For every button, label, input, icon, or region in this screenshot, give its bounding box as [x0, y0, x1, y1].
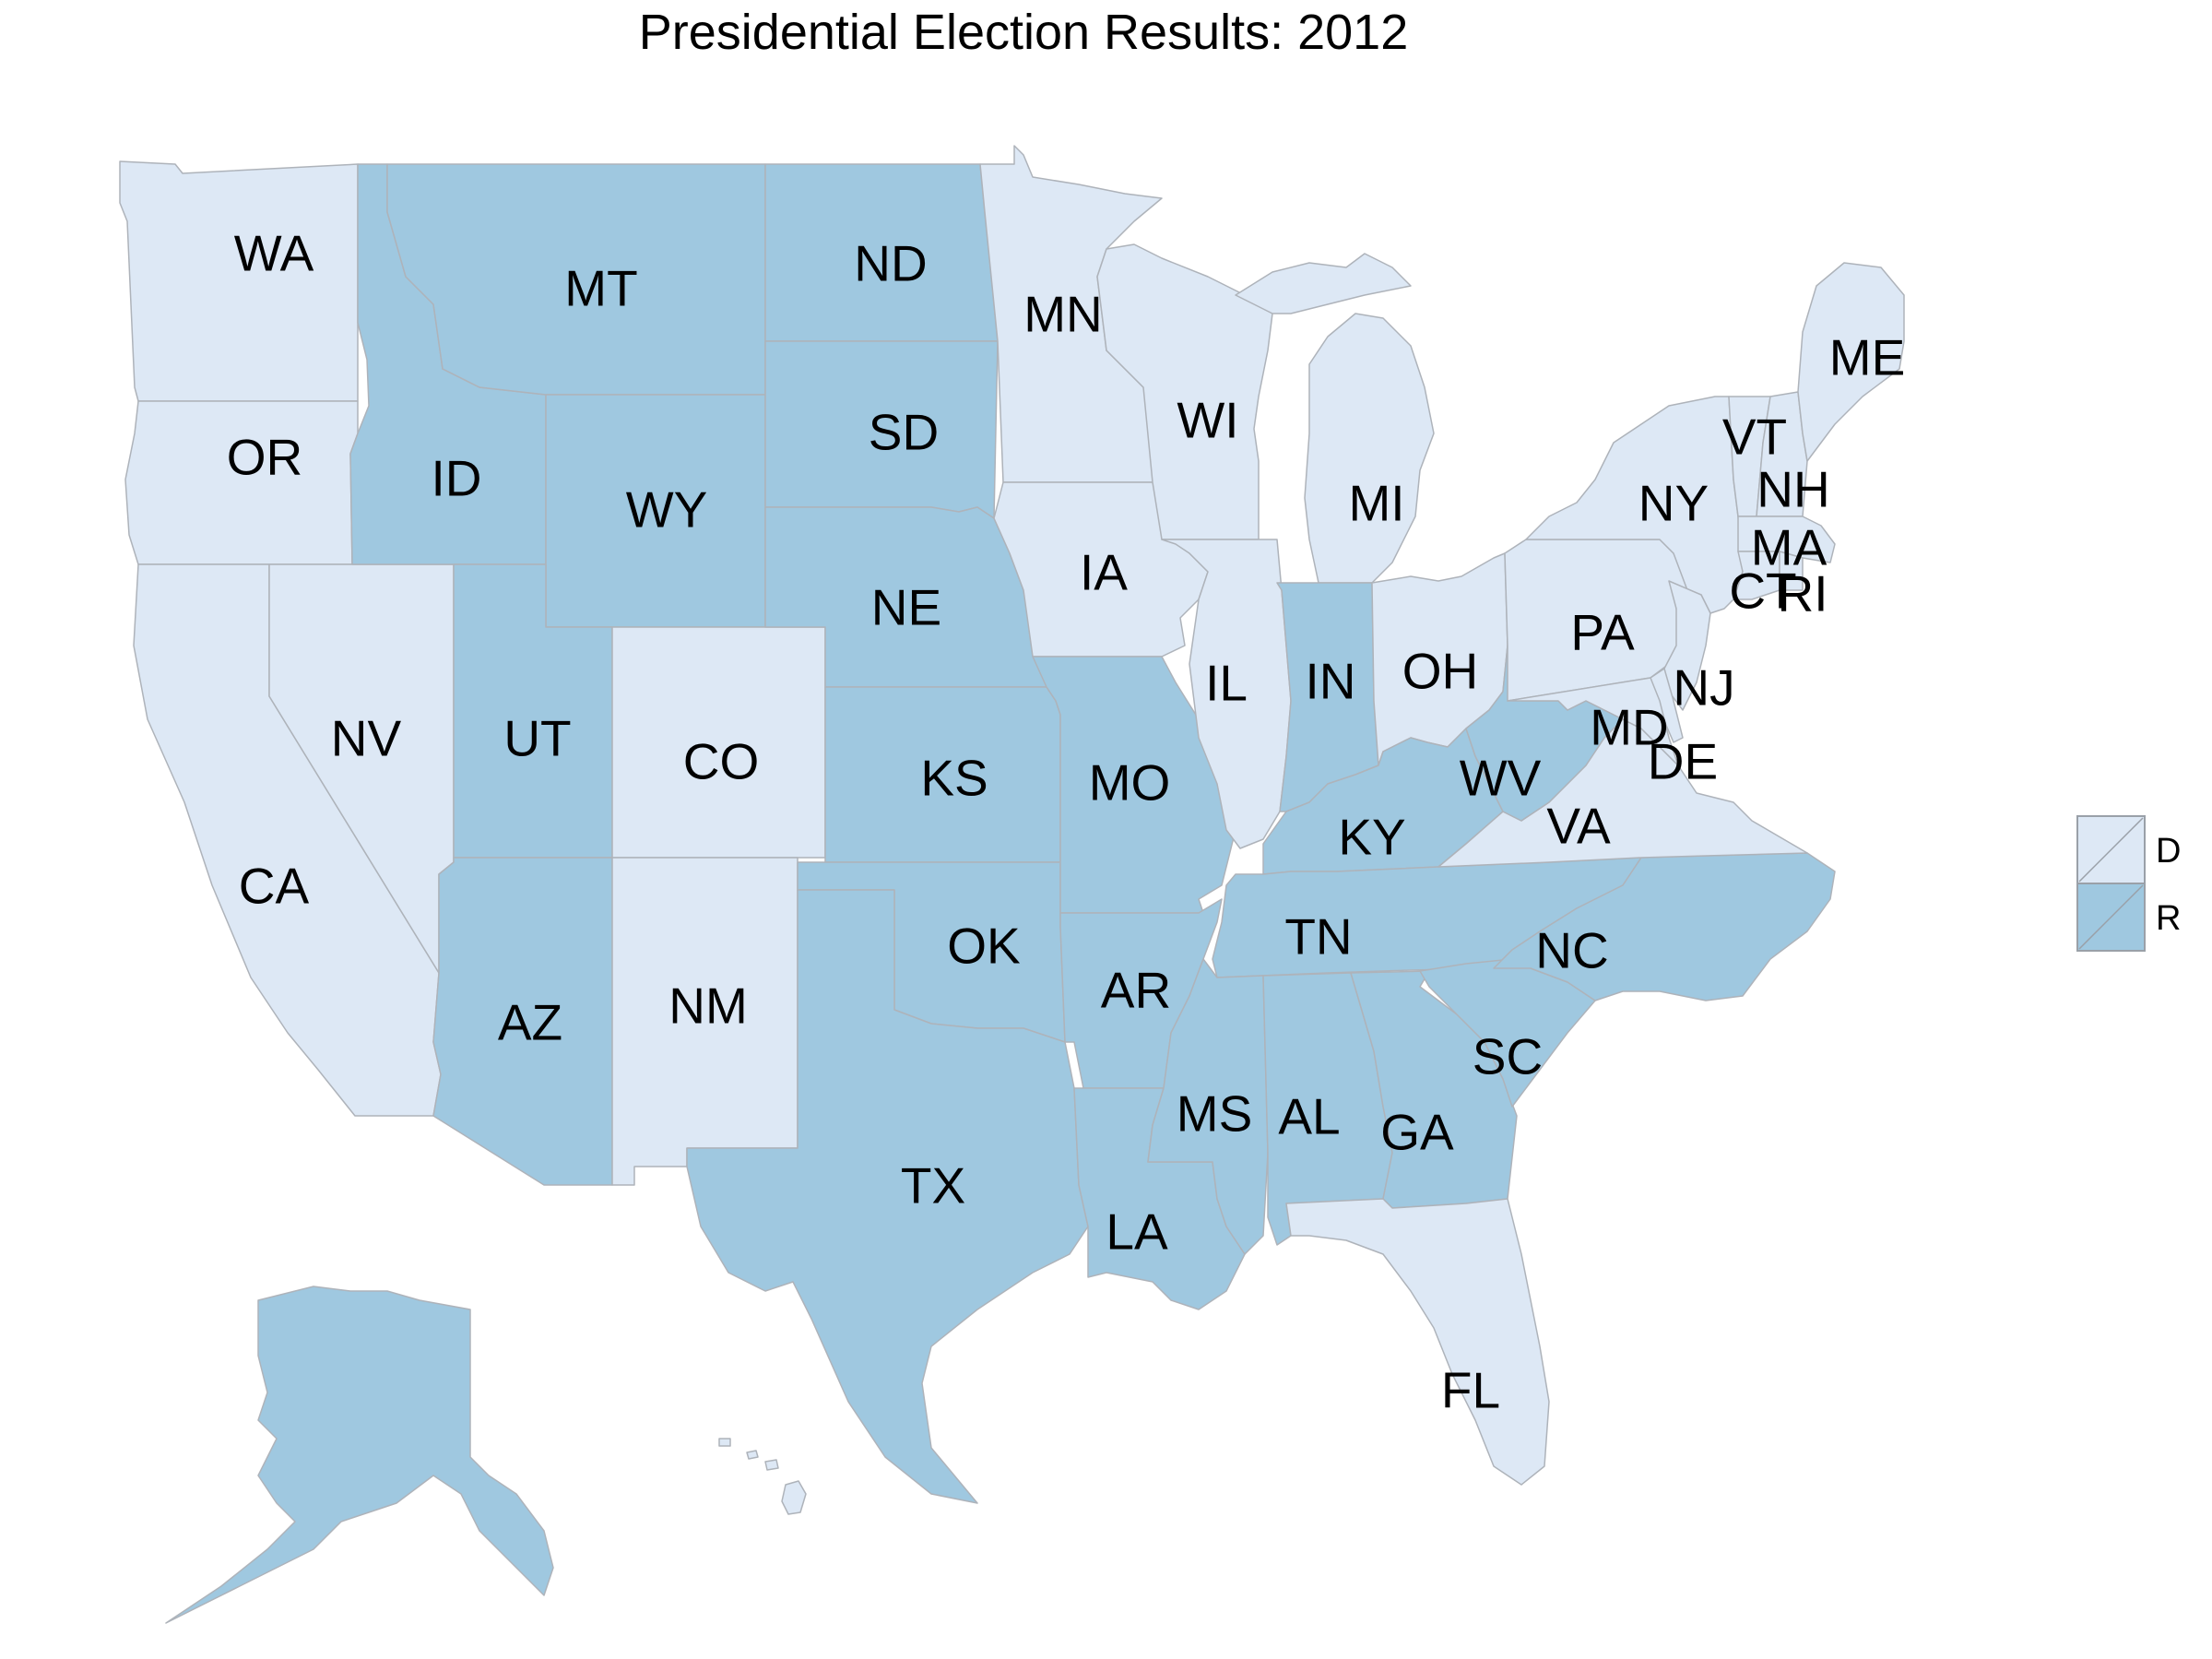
state-label-me: ME [1829, 329, 1906, 386]
state-fl [1285, 1198, 1550, 1486]
state-wi [1096, 243, 1273, 540]
state-label-id: ID [432, 450, 482, 507]
map-title: Presidential Election Results: 2012 [638, 5, 1409, 60]
state-shapes [119, 145, 1905, 1624]
state-label-la: LA [1106, 1203, 1168, 1261]
state-mi [1235, 253, 1435, 584]
state-nj [1663, 580, 1711, 711]
state-md [1507, 677, 1679, 766]
state-label-tx: TX [901, 1157, 965, 1215]
legend-label-r: R [2156, 899, 2181, 938]
state-label-nm: NM [668, 978, 748, 1035]
state-label-ar: AR [1101, 962, 1171, 1019]
state-label-ms: MS [1177, 1085, 1253, 1143]
state-label-mn: MN [1023, 286, 1103, 343]
state-label-wi: WI [1177, 392, 1238, 449]
state-ms [1147, 958, 1269, 1255]
state-label-fl: FL [1441, 1362, 1500, 1419]
legend-swatch-slash [2078, 817, 2144, 883]
state-label-ny: NY [1638, 475, 1709, 532]
state-label-nj: NJ [1673, 659, 1734, 717]
legend-swatch-slash [2078, 884, 2144, 950]
state-label-ma: MA [1751, 519, 1828, 576]
state-label-ga: GA [1380, 1104, 1454, 1161]
state-label-or: OR [227, 429, 303, 486]
state-label-va: VA [1546, 798, 1611, 855]
state-label-sc: SC [1473, 1028, 1543, 1085]
state-label-wv: WV [1460, 750, 1542, 807]
state-label-ct: CT [1729, 563, 1796, 620]
state-labels: WA OR CA NV ID MT WY UT AZ CO NM ND SD NE KS OK TX MN IA MO… [227, 225, 1906, 1419]
state-ak [165, 1286, 554, 1624]
state-label-ia: IA [1080, 544, 1128, 601]
state-label-nh: NH [1757, 461, 1829, 518]
state-label-wa: WA [234, 225, 314, 282]
state-hi [718, 1438, 807, 1515]
state-nc [1493, 852, 1836, 1001]
state-label-oh: OH [1402, 643, 1479, 700]
state-label-nc: NC [1535, 922, 1608, 979]
state-ga [1350, 970, 1518, 1209]
state-tx [686, 889, 1089, 1504]
state-label-mt: MT [564, 260, 637, 317]
state-label-mi: MI [1348, 475, 1404, 532]
state-label-tn: TN [1284, 908, 1352, 966]
state-label-co: CO [683, 733, 760, 790]
state-label-ok: OK [947, 918, 1021, 975]
state-mo [1032, 656, 1236, 914]
state-label-de: DE [1648, 733, 1718, 790]
state-me [1797, 262, 1905, 462]
state-label-il: IL [1205, 655, 1248, 712]
state-label-in: IN [1306, 653, 1356, 710]
state-label-ks: KS [920, 750, 988, 807]
state-label-wy: WY [626, 481, 708, 539]
legend-label-d: D [2156, 832, 2181, 871]
state-label-md: MD [1590, 699, 1669, 756]
state-label-nv: NV [331, 710, 402, 767]
state-label-sd: SD [869, 404, 939, 461]
state-ri [1779, 551, 1804, 591]
legend: DR [2076, 815, 2181, 952]
state-label-pa: PA [1570, 604, 1635, 661]
state-label-ut: UT [503, 710, 571, 767]
state-label-ca: CA [239, 858, 310, 915]
state-label-ne: NE [871, 579, 941, 636]
state-label-ky: KY [1338, 809, 1405, 866]
state-label-ri: RI [1778, 565, 1828, 622]
state-label-vt: VT [1722, 409, 1787, 466]
state-label-az: AZ [498, 994, 562, 1051]
state-label-mo: MO [1089, 754, 1171, 812]
state-label-al: AL [1278, 1088, 1340, 1145]
state-label-nd: ND [854, 235, 927, 292]
